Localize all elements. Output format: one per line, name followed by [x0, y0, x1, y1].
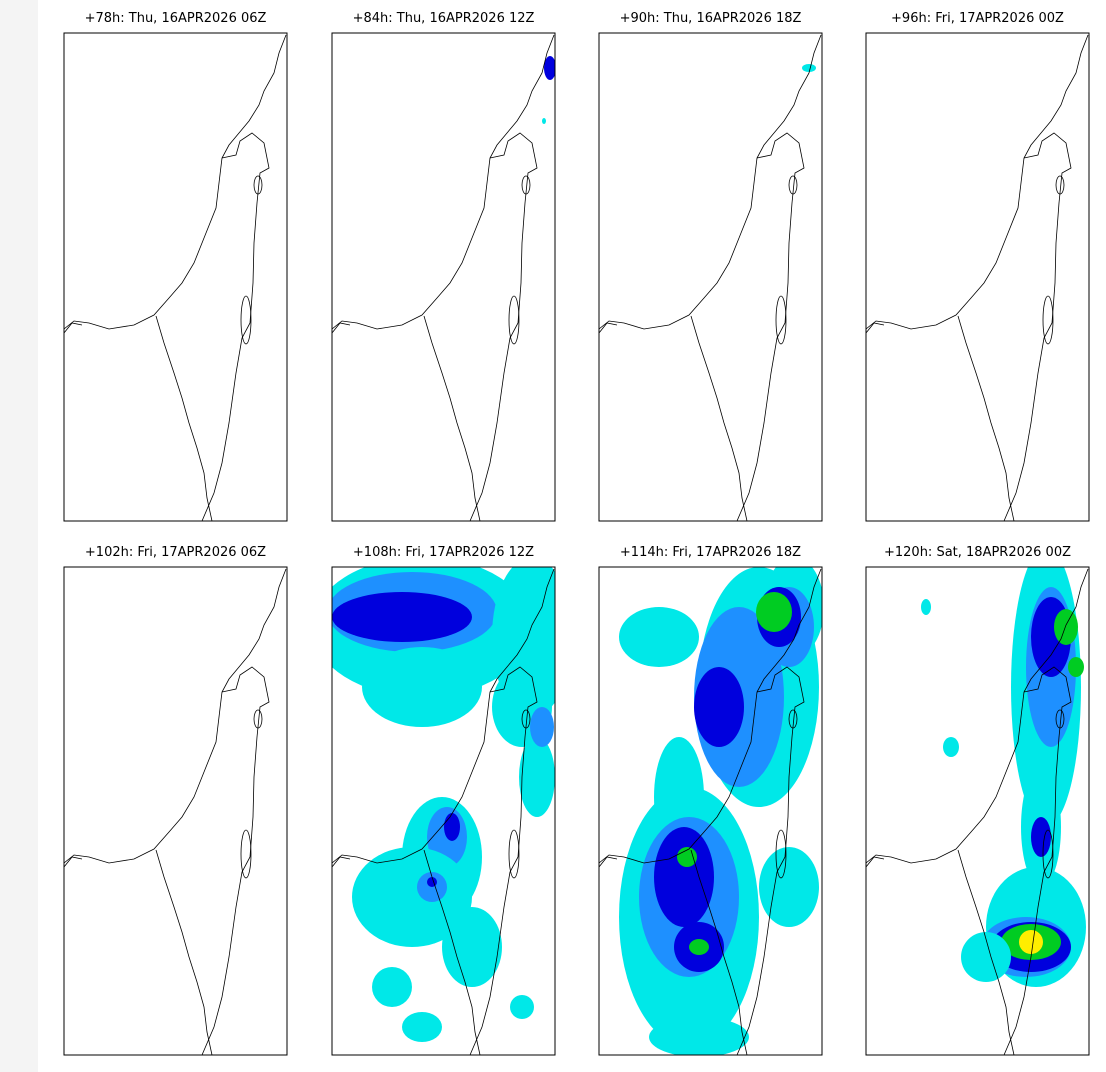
precip-area	[444, 813, 460, 841]
precip-area	[649, 1017, 749, 1055]
panel-title: +114h: Fri, 17APR2026 18Z	[620, 545, 801, 560]
precip-area	[402, 1012, 442, 1042]
panel-title: +120h: Sat, 18APR2026 00Z	[884, 545, 1071, 560]
precip-area	[802, 64, 816, 72]
precip-area	[530, 707, 554, 747]
panel-frame	[865, 566, 1090, 1056]
precip-area	[921, 599, 931, 615]
map-panel	[866, 33, 1089, 521]
map-panel	[64, 567, 287, 1055]
panel-title: +78h: Thu, 16APR2026 06Z	[85, 11, 267, 26]
precip-area	[1031, 817, 1051, 857]
precip-area	[1068, 657, 1084, 677]
side-strip	[0, 0, 38, 1072]
map-panel	[866, 567, 1089, 1055]
precip-area	[619, 607, 699, 667]
panel-title: +102h: Fri, 17APR2026 06Z	[85, 545, 266, 560]
panel-frame	[331, 32, 556, 522]
precip-area	[1019, 930, 1043, 954]
precip-area	[332, 592, 472, 642]
precip-area	[689, 939, 709, 955]
map-background	[866, 33, 1089, 521]
panel-frame	[63, 566, 288, 1056]
precip-area	[542, 118, 546, 124]
panel-title: +108h: Fri, 17APR2026 12Z	[353, 545, 534, 560]
precip-area	[759, 847, 819, 927]
panel-frame	[865, 32, 1090, 522]
panel-title: +84h: Thu, 16APR2026 12Z	[353, 11, 535, 26]
map-panel	[332, 33, 555, 521]
panel-frame	[598, 566, 823, 1056]
precip-area	[352, 847, 472, 947]
precip-area	[943, 737, 959, 757]
precip-area	[1054, 609, 1078, 645]
map-background	[332, 33, 555, 521]
precip-area	[756, 592, 792, 632]
map-background	[64, 33, 287, 521]
map-panel	[599, 567, 822, 1055]
panel-frame	[331, 566, 556, 1056]
precip-area	[362, 647, 482, 727]
precip-area	[694, 667, 744, 747]
panel-frame	[598, 32, 823, 522]
panel-frame	[63, 32, 288, 522]
precip-area	[442, 907, 502, 987]
precip-area	[372, 967, 412, 1007]
precip-area	[961, 932, 1011, 982]
panel-title: +96h: Fri, 17APR2026 00Z	[891, 11, 1064, 26]
precip-area	[427, 877, 437, 887]
panel-title: +90h: Thu, 16APR2026 18Z	[620, 11, 802, 26]
map-panel	[599, 33, 822, 521]
map-panel	[332, 567, 555, 1055]
map-panel	[64, 33, 287, 521]
map-background	[64, 567, 287, 1055]
map-background	[599, 33, 822, 521]
precip-area	[519, 737, 555, 817]
precip-area	[544, 56, 555, 80]
precip-area	[510, 995, 534, 1019]
precip-area	[654, 827, 714, 927]
